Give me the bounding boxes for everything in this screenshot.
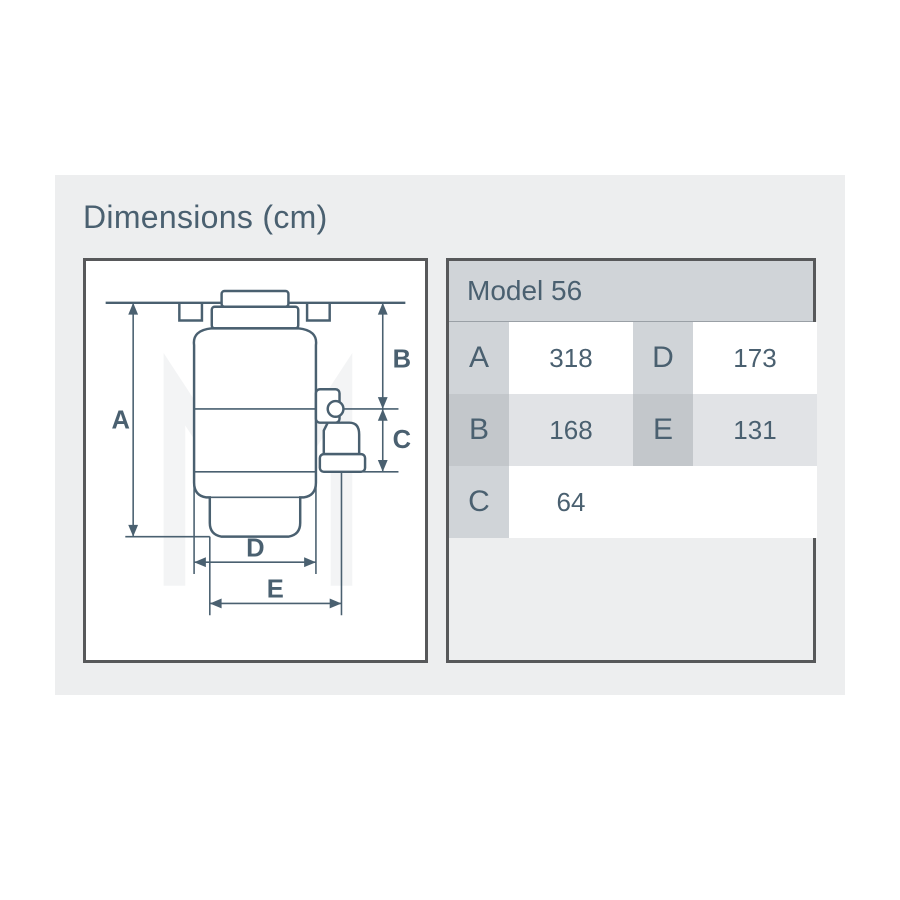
dim-label-c: C xyxy=(393,426,411,454)
table-empty xyxy=(633,466,693,538)
dim-label-d: D xyxy=(246,534,264,562)
table-value: 173 xyxy=(693,322,817,394)
panel-content: A B C D xyxy=(83,258,817,663)
table-body: A 318 D 173 B 168 E 131 C 64 xyxy=(449,322,813,538)
table-header: Model 56 xyxy=(449,261,813,322)
table-value: 168 xyxy=(509,394,633,466)
table-empty xyxy=(693,466,817,538)
dimensions-table: Model 56 A 318 D 173 B 168 E 131 C 64 xyxy=(446,258,816,663)
panel-title: Dimensions (cm) xyxy=(83,199,817,236)
table-value: 318 xyxy=(509,322,633,394)
dim-label-b: B xyxy=(393,346,411,374)
table-value: 64 xyxy=(509,466,633,538)
table-value: 131 xyxy=(693,394,817,466)
table-key: B xyxy=(449,394,509,466)
dimensions-panel: Dimensions (cm) xyxy=(55,175,845,695)
dim-label-e: E xyxy=(267,576,284,604)
dim-label-a: A xyxy=(112,407,130,435)
table-key: E xyxy=(633,394,693,466)
product-diagram: A B C D xyxy=(86,261,425,660)
table-key: D xyxy=(633,322,693,394)
diagram-box: A B C D xyxy=(83,258,428,663)
table-key: A xyxy=(449,322,509,394)
table-key: C xyxy=(449,466,509,538)
